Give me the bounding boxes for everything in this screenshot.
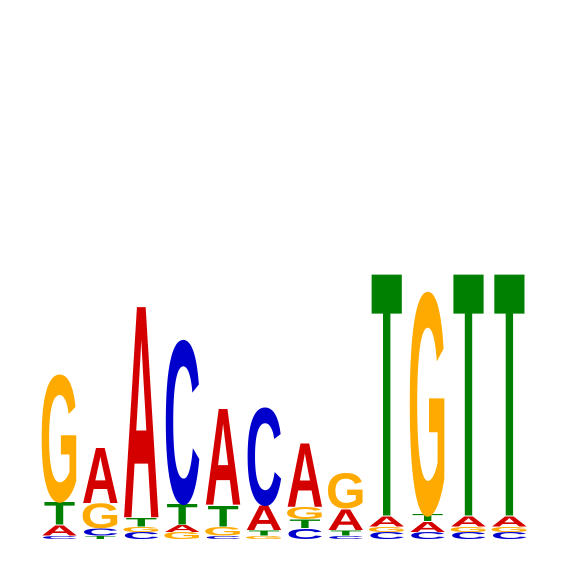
logo-letter-a: A bbox=[82, 431, 119, 520]
logo-letter-t: T bbox=[453, 201, 484, 566]
logo-letter-a: A bbox=[286, 424, 323, 527]
logo-letter-t: T bbox=[248, 529, 279, 537]
logo-letter-a: A bbox=[41, 522, 78, 539]
logo-letter-c: C bbox=[123, 530, 160, 541]
logo-letter-c: C bbox=[245, 380, 282, 535]
logo-letter-t: T bbox=[44, 496, 75, 532]
logo-letter-g: G bbox=[285, 504, 325, 524]
logo-letter-a: A bbox=[205, 380, 242, 535]
logo-letter-t: T bbox=[126, 515, 158, 529]
logo-letter-t: T bbox=[167, 498, 199, 531]
logo-letter-c: C bbox=[409, 530, 446, 541]
logo-letter-g: G bbox=[489, 525, 529, 533]
logo-letter-c: C bbox=[286, 526, 323, 543]
logo-letter-g: G bbox=[40, 338, 80, 541]
logo-letter-c: C bbox=[450, 530, 487, 541]
logo-letter-a: A bbox=[164, 523, 201, 534]
logo-letter-t: T bbox=[85, 534, 116, 540]
logo-letter-a: A bbox=[123, 243, 160, 566]
logo-letter-t: T bbox=[371, 201, 402, 566]
logo-letter-g: G bbox=[326, 463, 366, 519]
logo-letter-g: G bbox=[80, 497, 120, 536]
logo-letter-t: T bbox=[412, 512, 444, 523]
logo-letter-c: C bbox=[82, 527, 119, 538]
logo-letter-c: C bbox=[368, 530, 405, 541]
logo-letter-g: G bbox=[367, 525, 407, 533]
logo-letter-g: G bbox=[203, 524, 243, 538]
logo-letter-c: C bbox=[491, 530, 528, 541]
logo-letter-c: C bbox=[205, 534, 242, 540]
logo-letter-g: G bbox=[244, 534, 284, 540]
logo-letter-a: A bbox=[327, 503, 364, 536]
logo-letter-c: C bbox=[41, 534, 78, 540]
logo-letter-a: A bbox=[368, 513, 405, 530]
logo-letter-a: A bbox=[450, 513, 487, 530]
logo-letter-t: T bbox=[494, 201, 525, 566]
logo-letter-g: G bbox=[449, 525, 489, 533]
logo-letter-g: G bbox=[408, 227, 448, 566]
logo-letter-t: T bbox=[330, 529, 361, 537]
logo-letter-a: A bbox=[246, 499, 283, 538]
logo-letter-a: A bbox=[409, 518, 446, 535]
logo-letter-a: A bbox=[491, 513, 528, 530]
logo-letter-c: C bbox=[164, 291, 201, 552]
logo-letter-g: G bbox=[121, 525, 161, 533]
logo-letter-t: T bbox=[289, 517, 321, 531]
logo-letter-g: G bbox=[162, 530, 202, 541]
logo-letter-t: T bbox=[207, 499, 239, 532]
logo-letter-c: C bbox=[327, 534, 364, 540]
